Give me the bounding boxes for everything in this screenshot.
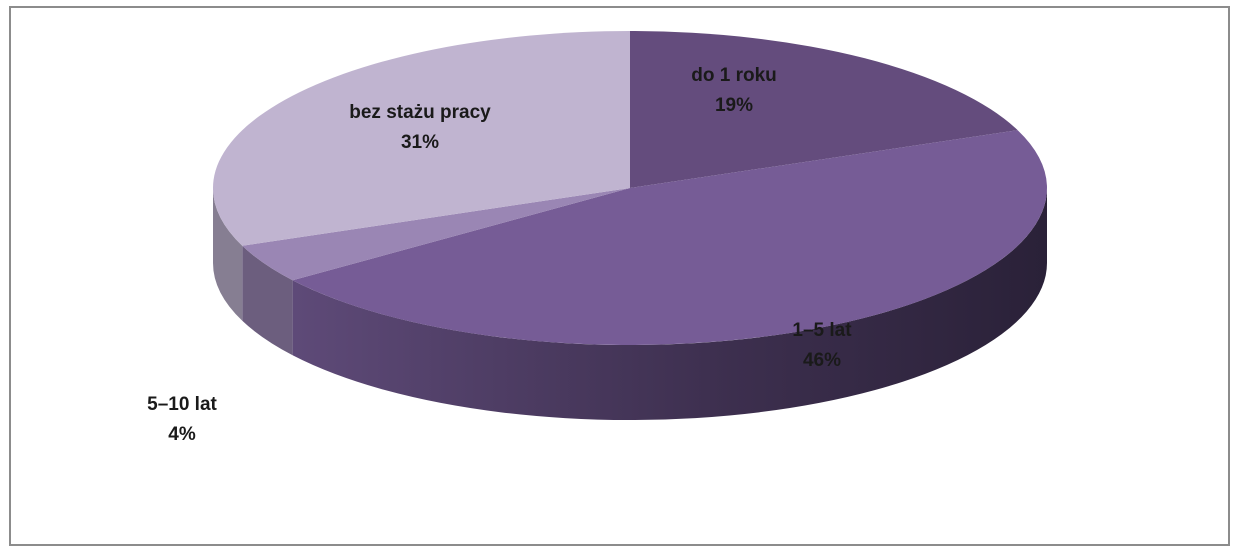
slice-percent-1-5-lat: 46% bbox=[803, 350, 841, 371]
slice-label-5-10-lat: 5–10 lat bbox=[147, 394, 217, 415]
pie-slice-5-10-lat bbox=[242, 188, 630, 281]
pie-side-bez-stazu-pracy bbox=[213, 188, 243, 321]
pie-side-1-5-lat bbox=[292, 188, 1048, 421]
slice-percent-do-1-roku: 19% bbox=[715, 95, 753, 116]
pie-side-5-10-lat bbox=[242, 245, 293, 356]
pie-slice-1-5-lat bbox=[292, 130, 1048, 346]
pie-slice-do-1-roku bbox=[630, 31, 1018, 188]
slice-label-1-5-lat: 1–5 lat bbox=[792, 320, 852, 341]
slice-percent-bez-stazu-pracy: 31% bbox=[401, 132, 439, 153]
slice-label-bez-stazu-pracy: bez stażu pracy bbox=[349, 102, 491, 123]
slice-label-do-1-roku: do 1 roku bbox=[691, 65, 777, 86]
pie-slice-bez-stazu-pracy bbox=[212, 31, 630, 246]
slice-percent-5-10-lat: 4% bbox=[168, 424, 196, 445]
